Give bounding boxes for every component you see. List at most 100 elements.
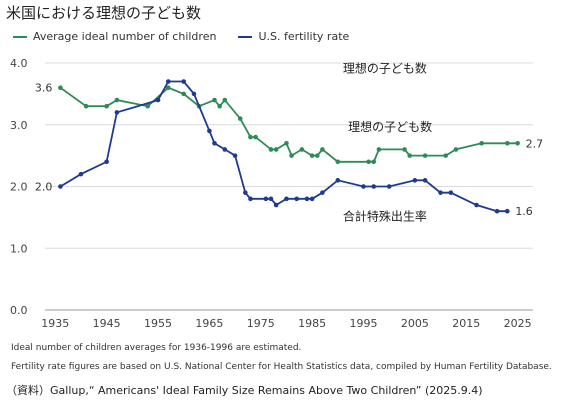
data-point-ideal — [443, 153, 448, 158]
data-point-ideal — [299, 147, 305, 152]
chart-note-2: Fertility rate figures are based on U.S.… — [11, 362, 552, 372]
data-point-fertility — [474, 202, 479, 208]
data-point-fertility — [309, 196, 315, 202]
data-point-ideal — [366, 159, 371, 165]
data-point-fertility — [284, 196, 289, 202]
data-point-ideal — [320, 147, 325, 152]
data-point-ideal — [515, 140, 520, 146]
data-point-ideal — [407, 153, 413, 158]
data-label: 1.6 — [515, 205, 533, 218]
data-point-ideal — [479, 140, 484, 146]
data-point-ideal — [248, 134, 253, 140]
legend-item-fertility: U.S. fertility rate — [238, 30, 349, 43]
page-title: 米国における理想の子ども数 — [6, 4, 202, 22]
data-point-ideal — [284, 140, 289, 146]
data-point-fertility — [263, 196, 269, 202]
data-point-fertility — [304, 196, 310, 202]
data-point-ideal — [402, 147, 407, 152]
x-tick-label: 1935 — [41, 317, 69, 330]
data-point-ideal — [335, 159, 341, 165]
y-tick-label: 2.0 — [10, 181, 28, 194]
data-point-fertility — [361, 184, 366, 189]
data-point-fertility — [58, 184, 63, 189]
data-label: 3.6 — [35, 82, 53, 95]
data-point-fertility — [371, 184, 377, 189]
data-point-ideal — [314, 153, 320, 158]
data-point-ideal — [212, 97, 217, 103]
data-point-fertility — [438, 190, 443, 195]
data-point-fertility — [248, 196, 253, 202]
data-point-fertility — [294, 196, 300, 202]
x-tick-label: 2025 — [504, 317, 532, 330]
series-line-ideal — [59, 86, 518, 163]
data-point-ideal — [58, 85, 63, 90]
data-point-ideal — [222, 97, 228, 103]
data-point-ideal — [453, 147, 459, 152]
data-point-fertility — [114, 110, 120, 115]
data-point-ideal — [217, 103, 222, 109]
x-tick-label: 1945 — [93, 317, 121, 330]
data-point-fertility — [273, 202, 279, 208]
data-point-fertility — [386, 184, 392, 189]
x-tick-label: 1985 — [298, 317, 326, 330]
y-tick-label: 3.0 — [10, 119, 28, 132]
y-tick-label: 1.0 — [10, 242, 28, 255]
chart-legend: Average ideal number of children U.S. fe… — [13, 30, 371, 43]
data-point-fertility — [181, 79, 186, 84]
x-tick-label: 2005 — [401, 317, 429, 330]
data-point-ideal — [145, 103, 151, 109]
data-point-fertility — [78, 171, 84, 177]
data-point-ideal — [165, 85, 171, 90]
chart-annotation: 理想の子ども数 — [348, 119, 432, 134]
data-point-ideal — [237, 116, 243, 121]
data-point-ideal — [181, 91, 186, 97]
data-point-fertility — [155, 97, 161, 103]
x-tick-label: 1965 — [195, 317, 223, 330]
x-tick-label: 1995 — [349, 317, 377, 330]
legend-label-ideal: Average ideal number of children — [33, 30, 217, 43]
x-tick-label: 2015 — [452, 317, 480, 330]
legend-item-ideal: Average ideal number of children — [13, 30, 216, 43]
data-point-fertility — [191, 91, 197, 97]
legend-swatch-fertility — [238, 35, 253, 38]
data-point-fertility — [448, 190, 454, 195]
y-tick-label: 4.0 — [10, 57, 28, 70]
chart-annotation: 合計特殊出生率 — [343, 208, 427, 223]
data-point-fertility — [232, 153, 238, 158]
data-point-ideal — [268, 147, 274, 152]
data-label: 2.0 — [35, 181, 53, 194]
data-point-fertility — [505, 208, 510, 214]
data-point-ideal — [273, 147, 279, 152]
data-point-ideal — [289, 153, 294, 158]
data-point-fertility — [243, 190, 248, 195]
data-point-ideal — [253, 134, 258, 140]
data-point-ideal — [422, 153, 428, 158]
data-point-ideal — [371, 159, 377, 165]
data-point-fertility — [412, 178, 418, 183]
data-point-fertility — [222, 147, 228, 152]
data-point-fertility — [320, 190, 325, 195]
line-chart: 0.0 1.0 2.0 3.0 4.0 1935 1945 1955 1965 1975 1985 1… — [10, 57, 544, 330]
data-point-ideal — [83, 103, 89, 109]
source-citation: （資料）Gallup,“ Americans' Ideal Family Siz… — [6, 384, 483, 397]
data-point-ideal — [309, 153, 315, 158]
chart-note-1: Ideal number of children averages for 19… — [11, 343, 302, 353]
data-point-ideal — [114, 97, 120, 103]
x-tick-label: 1955 — [144, 317, 172, 330]
data-point-fertility — [104, 159, 109, 165]
data-point-ideal — [376, 147, 382, 152]
chart-panel: Average ideal number of children U.S. fe… — [5, 25, 552, 377]
data-point-fertility — [207, 128, 212, 134]
y-tick-label: 0.0 — [10, 304, 28, 317]
legend-label-fertility: U.S. fertility rate — [258, 30, 350, 43]
data-label: 2.7 — [526, 137, 544, 150]
data-point-fertility — [422, 178, 428, 183]
data-point-ideal — [104, 103, 109, 109]
x-tick-label: 1975 — [247, 317, 275, 330]
chart-annotation: 理想の子ども数 — [343, 60, 427, 75]
data-point-fertility — [212, 140, 217, 146]
data-point-fertility — [494, 208, 500, 214]
data-point-fertility — [165, 79, 171, 84]
data-point-ideal — [505, 140, 510, 146]
data-point-fertility — [268, 196, 274, 202]
